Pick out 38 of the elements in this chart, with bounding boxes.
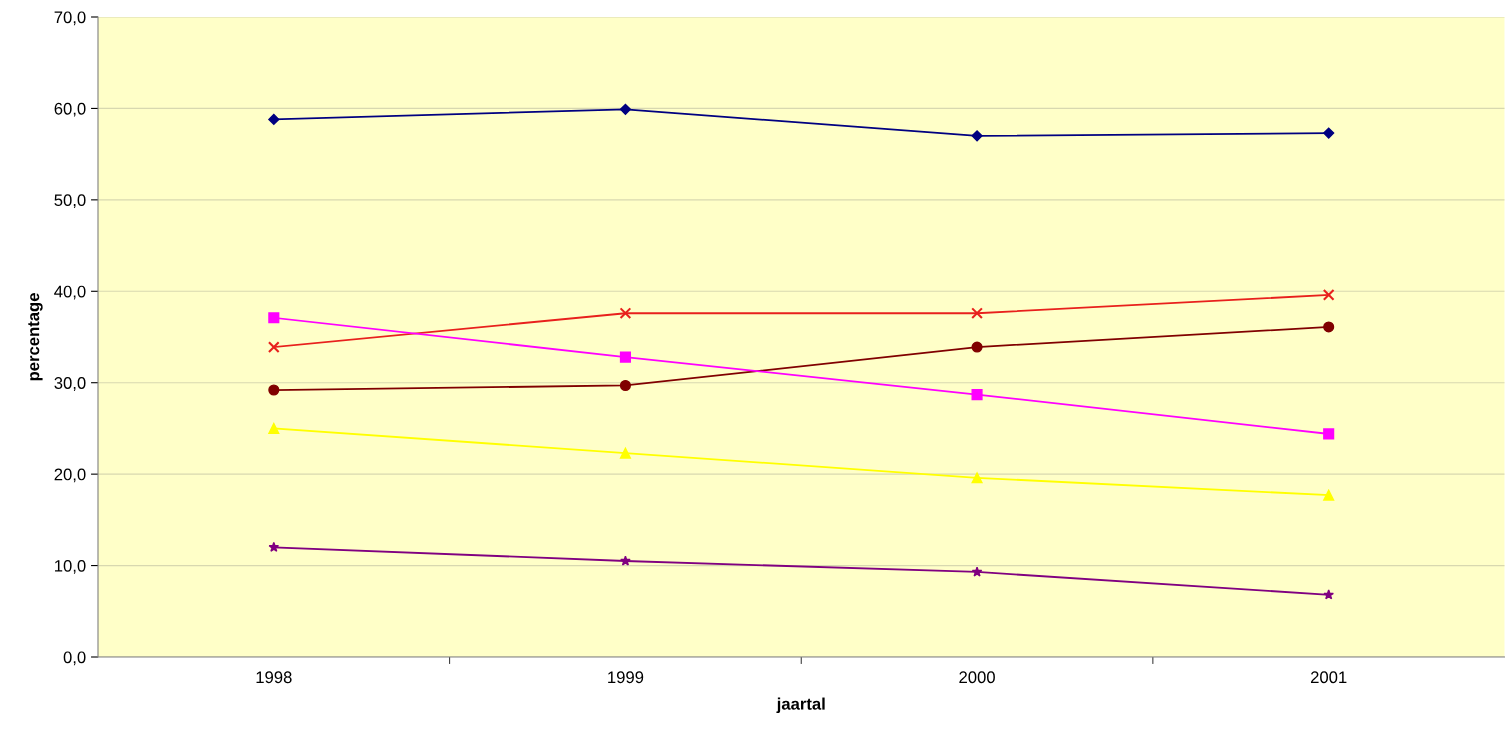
point [620, 555, 631, 566]
point [971, 341, 983, 353]
x-axis-title: jaartal [776, 697, 825, 714]
point [268, 422, 280, 434]
y-tick-label: 50,0 [54, 194, 86, 209]
point [268, 541, 280, 552]
y-tick-label: 70,0 [54, 11, 86, 26]
point [268, 113, 280, 126]
point [619, 447, 631, 459]
y-tick-label: 20,0 [54, 468, 86, 483]
point [971, 130, 983, 142]
y-tick-label: 0,0 [63, 651, 86, 666]
point [971, 566, 983, 577]
x-tick-label: 1998 [256, 671, 292, 684]
point [619, 379, 631, 392]
point [971, 307, 983, 320]
y-tick-label: 40,0 [54, 285, 86, 300]
point [1323, 127, 1335, 139]
point [268, 384, 280, 396]
y-axis-title: percentage [28, 293, 43, 381]
point [971, 472, 983, 484]
x-tick-label: 1999 [608, 671, 644, 684]
point [267, 341, 280, 353]
point [1323, 489, 1335, 501]
point [1322, 289, 1335, 301]
point [619, 307, 632, 320]
point [619, 103, 632, 115]
x-tick-label: 2000 [959, 671, 995, 684]
y-tick-label: 10,0 [55, 559, 86, 574]
point [971, 389, 983, 401]
x-tick-label: 2001 [1310, 671, 1347, 684]
point [1323, 589, 1335, 600]
point [619, 351, 631, 363]
y-tick-label: 60,0 [54, 102, 86, 117]
y-tick-label: 30,0 [54, 377, 86, 391]
point [268, 312, 280, 324]
point [1323, 321, 1335, 333]
point [1323, 428, 1335, 440]
